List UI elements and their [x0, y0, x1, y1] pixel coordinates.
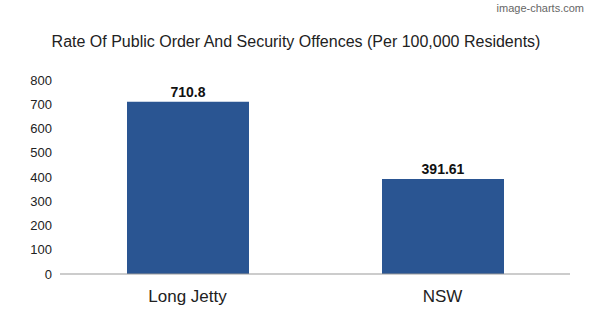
svg-text:400: 400: [30, 170, 52, 185]
svg-text:200: 200: [30, 218, 52, 233]
svg-text:710.8: 710.8: [170, 84, 205, 100]
svg-text:700: 700: [30, 97, 52, 112]
svg-text:100: 100: [30, 242, 52, 257]
html-text:Rate Of Public Order And Secur: Rate Of Public Order And Security Offenc…: [51, 33, 541, 50]
svg-text:300: 300: [30, 194, 52, 209]
svg-text:500: 500: [30, 145, 52, 160]
html-text:image-charts.com: image-charts.com: [496, 2, 584, 14]
svg-text:800: 800: [30, 73, 52, 88]
svg-text:600: 600: [30, 121, 52, 136]
svg-text:0: 0: [45, 267, 52, 282]
svg-text:Long Jetty: Long Jetty: [148, 287, 227, 306]
svg-text:391.61: 391.61: [422, 161, 465, 177]
svg-text:NSW: NSW: [423, 287, 463, 306]
